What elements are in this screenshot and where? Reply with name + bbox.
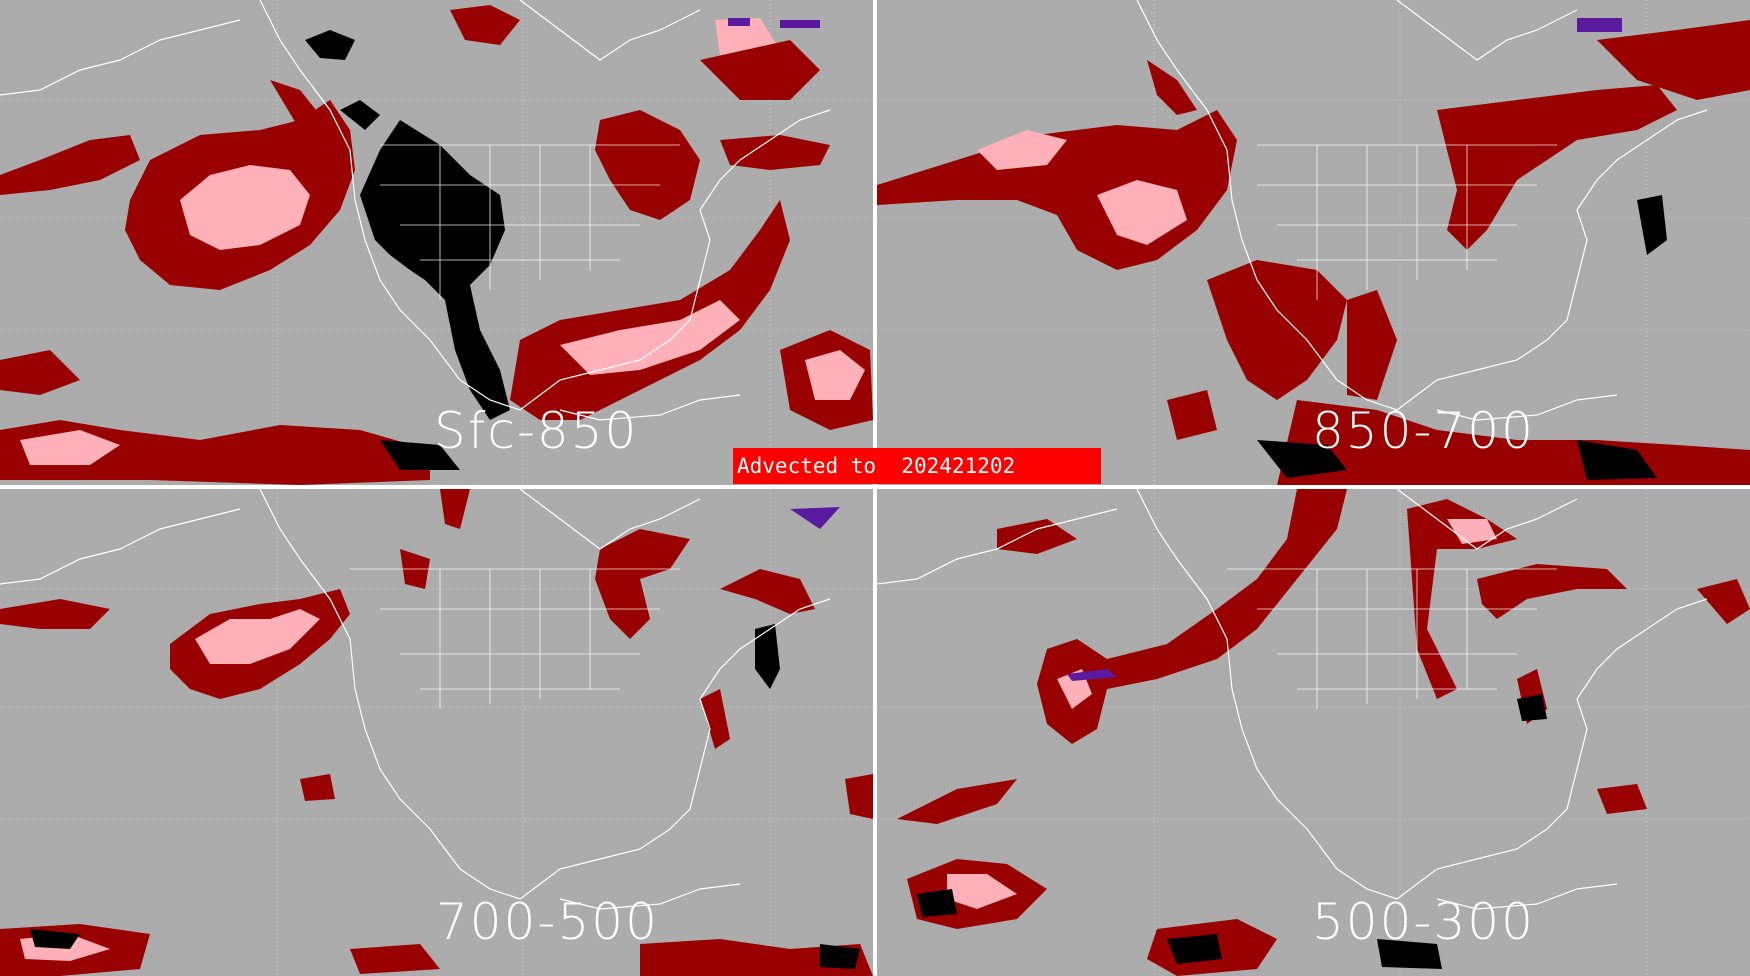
moisture-pink bbox=[20, 430, 120, 465]
moisture-dark-red bbox=[1437, 85, 1677, 250]
panel-700-500: 700-500 bbox=[0, 489, 873, 976]
moisture-dark-red bbox=[897, 779, 1017, 824]
black-area bbox=[1637, 195, 1667, 255]
black-area bbox=[1257, 440, 1347, 478]
moisture-pink bbox=[180, 165, 310, 250]
moisture-dark-red bbox=[300, 774, 335, 801]
state-boundaries bbox=[350, 568, 680, 709]
coastlines bbox=[0, 0, 831, 421]
moisture-dark-red bbox=[0, 350, 80, 395]
black-area bbox=[30, 929, 80, 949]
moisture-pink bbox=[560, 300, 740, 375]
banner-prefix: Advected to bbox=[737, 454, 877, 478]
black-area bbox=[305, 30, 355, 60]
moisture-pink bbox=[947, 874, 1017, 909]
latlon-grid bbox=[0, 489, 873, 976]
advected-banner: Advected to 202421202 bbox=[733, 448, 1101, 484]
moisture-dark-red bbox=[640, 939, 873, 976]
black-area bbox=[1167, 934, 1222, 964]
moisture-pink bbox=[977, 130, 1067, 170]
moisture-dark-red bbox=[1597, 784, 1647, 814]
banner-valid-time: 202421202 bbox=[901, 454, 1016, 478]
moisture-dark-red bbox=[595, 529, 690, 639]
black-area bbox=[1577, 440, 1657, 480]
moisture-dark-red bbox=[845, 774, 873, 819]
panel-500-300: 500-300 bbox=[877, 489, 1750, 976]
moisture-dark-red bbox=[450, 5, 520, 45]
latlon-grid bbox=[877, 489, 1750, 976]
moisture-dark-red bbox=[700, 689, 730, 749]
moisture-dark-red bbox=[997, 519, 1077, 554]
coastlines bbox=[0, 489, 831, 910]
moisture-dark-red bbox=[1407, 499, 1517, 699]
moisture-dark-red bbox=[270, 80, 350, 200]
panel-850-700: 850-700 bbox=[877, 0, 1750, 485]
state-boundaries bbox=[1257, 144, 1557, 300]
purple-area bbox=[728, 18, 750, 26]
state-boundaries bbox=[1227, 568, 1557, 709]
black-area bbox=[755, 624, 780, 689]
map-700-500: 700-500 bbox=[0, 489, 873, 976]
coastlines bbox=[1136, 0, 1708, 421]
coastlines bbox=[877, 489, 1708, 910]
layer-label: 700-500 bbox=[436, 893, 659, 951]
black-area bbox=[1377, 939, 1442, 969]
moisture-dark-red bbox=[720, 135, 830, 170]
purple-area bbox=[790, 507, 840, 529]
moisture-pink bbox=[1447, 519, 1497, 544]
moisture-dark-red bbox=[350, 944, 440, 974]
moisture-dark-red bbox=[0, 420, 430, 485]
purple-area bbox=[1067, 669, 1117, 681]
moisture-dark-red bbox=[1477, 564, 1627, 619]
moisture-dark-red bbox=[1147, 60, 1197, 115]
moisture-dark-red bbox=[510, 200, 790, 420]
moisture-dark-red bbox=[700, 40, 820, 100]
map-500-300: 500-300 bbox=[877, 489, 1750, 976]
map-850-700: 850-700 bbox=[877, 0, 1750, 485]
state-boundaries bbox=[380, 144, 680, 300]
moisture-dark-red bbox=[595, 110, 700, 220]
panel-sfc-850: Sfc-850 bbox=[0, 0, 873, 485]
moisture-dark-red bbox=[1037, 489, 1347, 744]
moisture-pink bbox=[805, 350, 865, 400]
layer-label: 500-300 bbox=[1312, 893, 1535, 951]
moisture-dark-red bbox=[1597, 20, 1750, 100]
moisture-dark-red bbox=[440, 489, 470, 529]
moisture-dark-red bbox=[877, 110, 1237, 270]
moisture-pink bbox=[195, 609, 320, 664]
moisture-dark-red bbox=[0, 599, 110, 629]
purple-area bbox=[1577, 18, 1622, 32]
black-area bbox=[380, 440, 460, 470]
black-area bbox=[340, 100, 380, 130]
black-area bbox=[820, 944, 860, 969]
map-sfc-850: Sfc-850 bbox=[0, 0, 873, 485]
black-area bbox=[917, 889, 957, 917]
layer-label: 850-700 bbox=[1312, 402, 1535, 460]
layer-label: Sfc-850 bbox=[434, 402, 638, 460]
moisture-dark-red bbox=[1207, 260, 1347, 400]
moisture-pink bbox=[1097, 180, 1187, 245]
black-area bbox=[360, 120, 510, 420]
moisture-dark-red bbox=[1167, 390, 1217, 440]
moisture-dark-red bbox=[1697, 579, 1750, 624]
moisture-dark-red bbox=[0, 135, 140, 195]
moisture-dark-red bbox=[720, 569, 815, 614]
black-area bbox=[1517, 694, 1547, 721]
purple-area bbox=[780, 20, 820, 28]
moisture-dark-red bbox=[1347, 290, 1397, 400]
